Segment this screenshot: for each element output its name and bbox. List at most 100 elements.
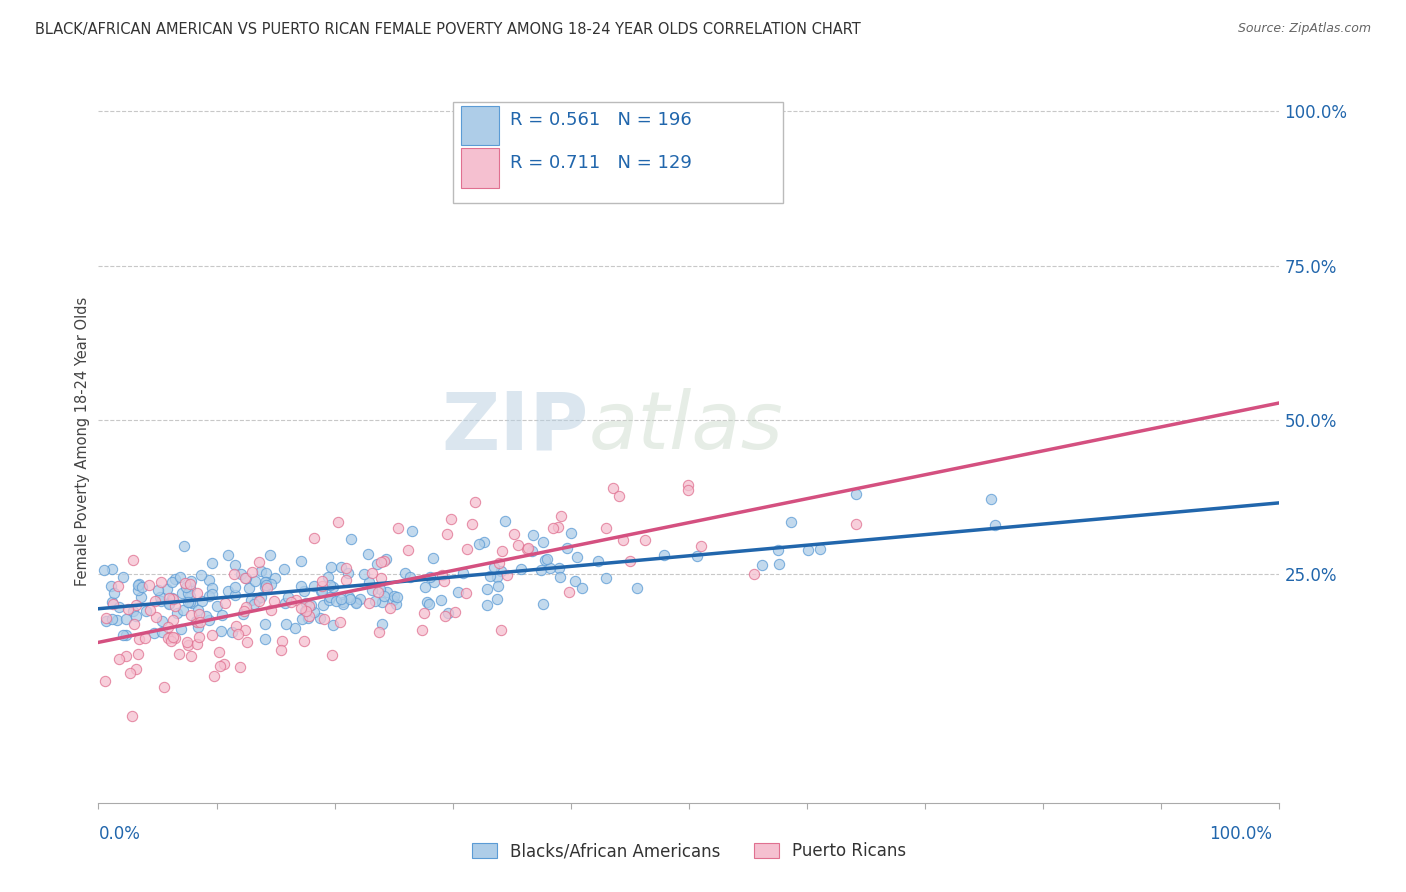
Point xyxy=(384,597,406,611)
Point xyxy=(115,648,138,663)
Point xyxy=(217,549,239,563)
Point xyxy=(214,596,236,610)
Point xyxy=(125,662,148,676)
Point xyxy=(595,571,617,585)
Point xyxy=(292,634,315,648)
Point xyxy=(319,590,342,604)
Point xyxy=(311,579,333,593)
Point xyxy=(984,518,1007,533)
Point xyxy=(208,659,231,673)
Point xyxy=(295,596,318,610)
Point xyxy=(160,574,183,589)
Point xyxy=(232,604,254,618)
Point xyxy=(478,569,501,583)
Point xyxy=(503,527,526,541)
Point xyxy=(332,598,354,612)
Point xyxy=(529,563,551,577)
Point xyxy=(284,593,307,607)
Point xyxy=(456,541,478,556)
Point xyxy=(240,593,263,607)
Point xyxy=(412,606,434,620)
Point xyxy=(359,596,381,610)
Point xyxy=(339,533,361,547)
Point xyxy=(423,574,446,589)
Point xyxy=(626,582,648,596)
Point xyxy=(316,570,339,584)
Point xyxy=(571,581,593,595)
Point xyxy=(179,590,201,604)
Point xyxy=(127,647,149,661)
Point xyxy=(138,578,160,592)
Point xyxy=(415,580,437,594)
Point xyxy=(294,604,316,618)
Point xyxy=(177,595,200,609)
Point xyxy=(201,581,224,595)
Point xyxy=(150,625,173,640)
Point xyxy=(236,634,259,648)
Point xyxy=(444,605,467,619)
Point xyxy=(319,560,342,574)
Point xyxy=(344,596,367,610)
Point xyxy=(325,593,347,607)
Point xyxy=(180,596,202,610)
Point xyxy=(506,538,529,552)
Point xyxy=(235,570,257,584)
Point xyxy=(382,590,405,604)
Point xyxy=(107,651,129,665)
Point xyxy=(430,567,453,582)
Point xyxy=(411,623,433,637)
Point xyxy=(202,669,225,683)
Point xyxy=(742,567,765,582)
Point xyxy=(173,576,195,591)
Point xyxy=(335,573,357,587)
Point xyxy=(238,581,260,595)
Point xyxy=(101,597,124,611)
Point xyxy=(531,597,554,611)
Point xyxy=(844,486,866,500)
Point xyxy=(366,557,388,571)
Point xyxy=(349,591,371,606)
Point xyxy=(100,578,122,592)
Point xyxy=(359,575,381,590)
Point xyxy=(370,555,392,569)
Point xyxy=(531,534,554,549)
Point xyxy=(180,608,202,623)
Point xyxy=(322,580,344,594)
Point xyxy=(224,581,246,595)
Point xyxy=(280,595,302,609)
Point xyxy=(586,554,609,568)
Point xyxy=(980,491,1002,506)
Point xyxy=(263,594,285,608)
Point xyxy=(177,586,200,600)
Point xyxy=(198,573,221,587)
Point xyxy=(422,551,444,566)
Point xyxy=(845,517,868,532)
Point xyxy=(686,549,709,563)
Point xyxy=(335,561,357,575)
Point xyxy=(256,581,278,595)
Point xyxy=(232,607,254,621)
Point xyxy=(187,602,209,616)
Point xyxy=(298,599,321,613)
Point xyxy=(321,648,343,663)
Point xyxy=(374,551,396,566)
Point xyxy=(205,599,228,614)
Point xyxy=(488,556,510,570)
Point xyxy=(121,709,143,723)
Point xyxy=(200,587,222,601)
Point xyxy=(344,595,367,609)
Point xyxy=(225,619,247,633)
Point xyxy=(179,595,201,609)
Point xyxy=(150,614,173,628)
Point xyxy=(157,591,180,605)
Point xyxy=(254,617,277,632)
Text: R = 0.561   N = 196: R = 0.561 N = 196 xyxy=(510,112,692,129)
Point xyxy=(336,566,359,581)
Point xyxy=(162,613,184,627)
Point xyxy=(329,560,352,574)
Point xyxy=(375,585,398,599)
Point xyxy=(228,659,250,673)
Point xyxy=(364,594,387,608)
Point xyxy=(779,515,801,529)
Point xyxy=(548,570,571,584)
